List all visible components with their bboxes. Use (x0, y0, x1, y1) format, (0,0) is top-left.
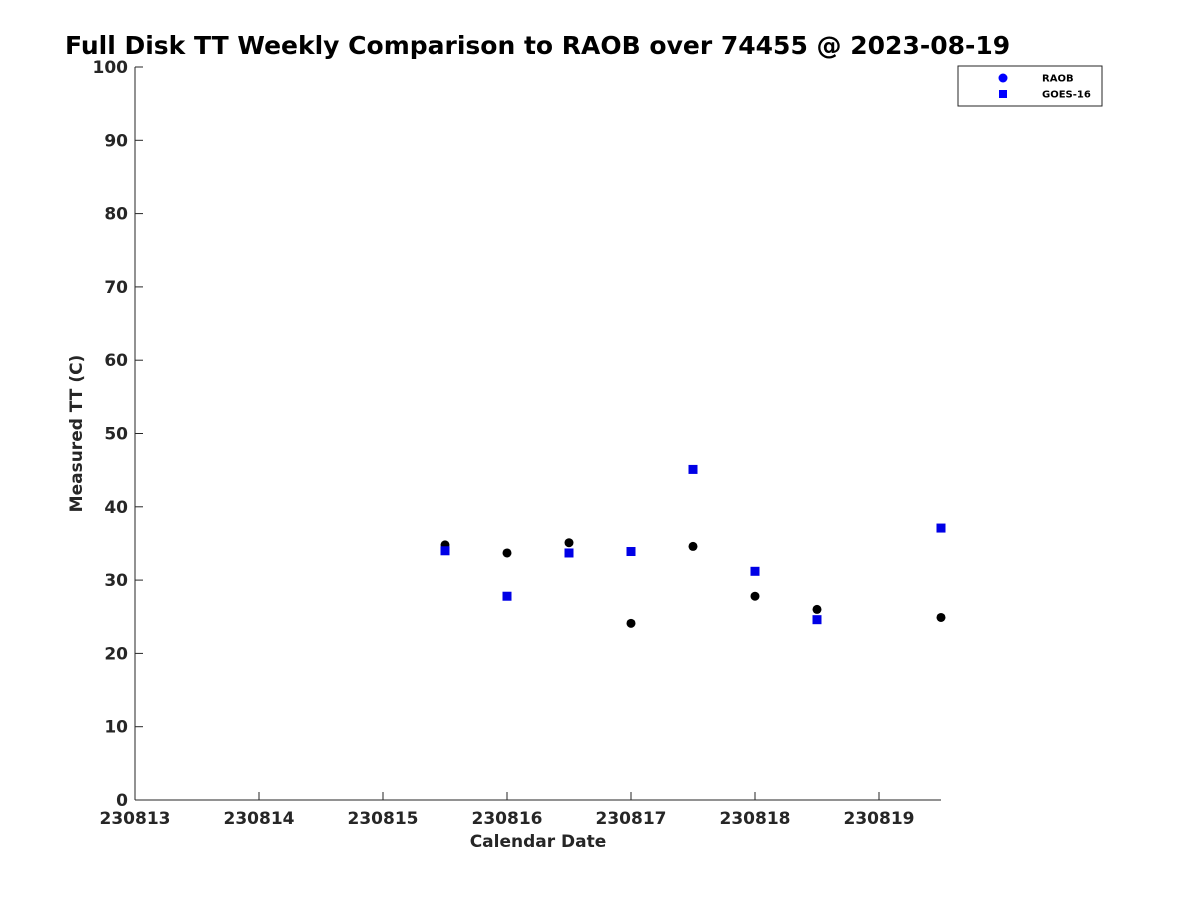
goes16-point (502, 591, 512, 601)
goes16-point (688, 464, 698, 474)
y-tick-label: 30 (104, 571, 128, 591)
y-axis-ticks: 0 10 20 30 40 50 60 70 80 90 100 (93, 58, 143, 811)
y-axis-label: Measured TT (C) (67, 355, 87, 513)
goes16-point (750, 566, 760, 576)
goes16-point (626, 547, 636, 557)
legend-box (957, 65, 1103, 107)
x-tick-label: 230818 (720, 809, 791, 829)
y-tick-label: 100 (93, 58, 129, 78)
chart-title: Full Disk TT Weekly Comparison to RAOB o… (65, 31, 1010, 60)
x-tick-label: 230817 (596, 809, 667, 829)
raob-point (626, 618, 636, 628)
x-tick-label: 230816 (472, 809, 543, 829)
y-tick-label: 10 (104, 718, 128, 738)
goes16-point (812, 615, 822, 625)
x-tick-label: 230813 (100, 809, 171, 829)
goes16-point (564, 548, 574, 558)
raob-point (812, 604, 822, 614)
raob-point (502, 548, 512, 558)
goes16-point (936, 523, 946, 533)
raob-point (936, 612, 946, 622)
legend-goes16-label: GOES-16 (1042, 90, 1091, 101)
data-points (440, 464, 946, 628)
raob-point (750, 591, 760, 601)
y-tick-label: 0 (116, 791, 128, 811)
legend-raob-marker (998, 73, 1008, 83)
y-tick-label: 80 (104, 205, 128, 225)
legend: RAOB GOES-16 (957, 65, 1103, 107)
y-tick-label: 90 (104, 131, 128, 151)
x-tick-label: 230819 (844, 809, 915, 829)
y-tick-label: 20 (104, 644, 128, 664)
x-tick-label: 230814 (224, 809, 295, 829)
goes16-point (440, 546, 450, 556)
legend-goes16-marker (999, 90, 1007, 98)
y-tick-label: 40 (104, 498, 128, 518)
raob-point (564, 538, 574, 548)
y-tick-label: 60 (104, 351, 128, 371)
x-axis-ticks: 230813 230814 230815 230816 230817 230818 2308… (100, 792, 915, 829)
x-tick-label: 230815 (348, 809, 419, 829)
y-tick-label: 70 (104, 278, 128, 298)
legend-raob-label: RAOB (1042, 74, 1074, 85)
x-axis-label: Calendar Date (470, 832, 607, 852)
raob-point (688, 541, 698, 551)
y-tick-label: 50 (104, 425, 128, 445)
